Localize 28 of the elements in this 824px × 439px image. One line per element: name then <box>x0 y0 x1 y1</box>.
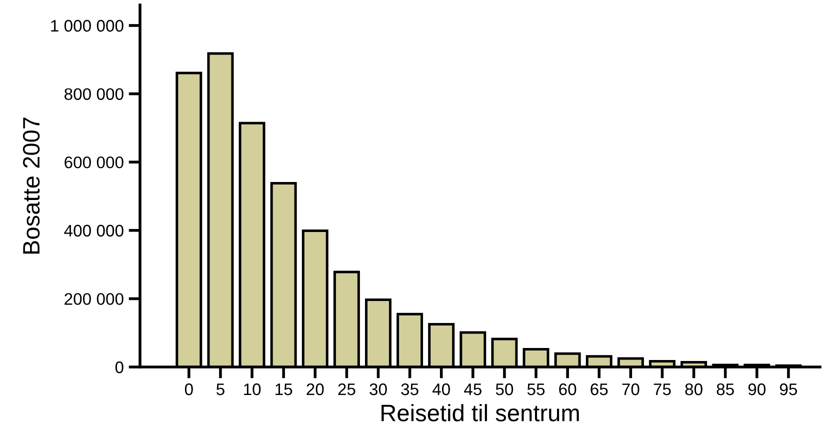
y-tick-label: 800 000 <box>64 88 124 100</box>
y-tick-label: 200 000 <box>64 293 124 305</box>
x-tick-label: 85 <box>716 383 734 396</box>
x-tick-label: 5 <box>216 384 224 396</box>
x-tick-label: 45 <box>464 384 482 396</box>
x-tick-label: 10 <box>244 383 261 396</box>
x-tick-label: 0 <box>184 383 193 396</box>
x-tick-label: 80 <box>685 383 702 396</box>
y-axis-title: Bosatte 2007 <box>22 118 40 254</box>
x-tick-label: 70 <box>622 383 640 396</box>
y-tick-label: 400 000 <box>64 224 124 237</box>
x-tick-label: 60 <box>559 383 576 396</box>
x-tick-label: 90 <box>748 383 766 396</box>
x-tick-label: 15 <box>276 384 292 396</box>
x-tick-label: 25 <box>338 383 356 396</box>
x-tick-label: 30 <box>370 383 387 396</box>
y-tick-label: 600 000 <box>64 156 124 168</box>
x-tick-label: 95 <box>780 383 798 396</box>
x-axis-title: Reisetid til sentrum <box>382 404 579 422</box>
y-tick-label: 0 <box>115 361 124 374</box>
x-tick-label: 40 <box>432 383 450 396</box>
x-tick-label: 55 <box>527 384 545 396</box>
x-tick-label: 65 <box>590 383 608 396</box>
x-tick-label: 35 <box>401 383 418 396</box>
x-tick-label: 75 <box>654 384 671 396</box>
x-tick-label: 50 <box>496 383 514 396</box>
x-tick-label: 20 <box>306 383 324 396</box>
y-tick-label: 1 000 000 <box>51 20 124 32</box>
